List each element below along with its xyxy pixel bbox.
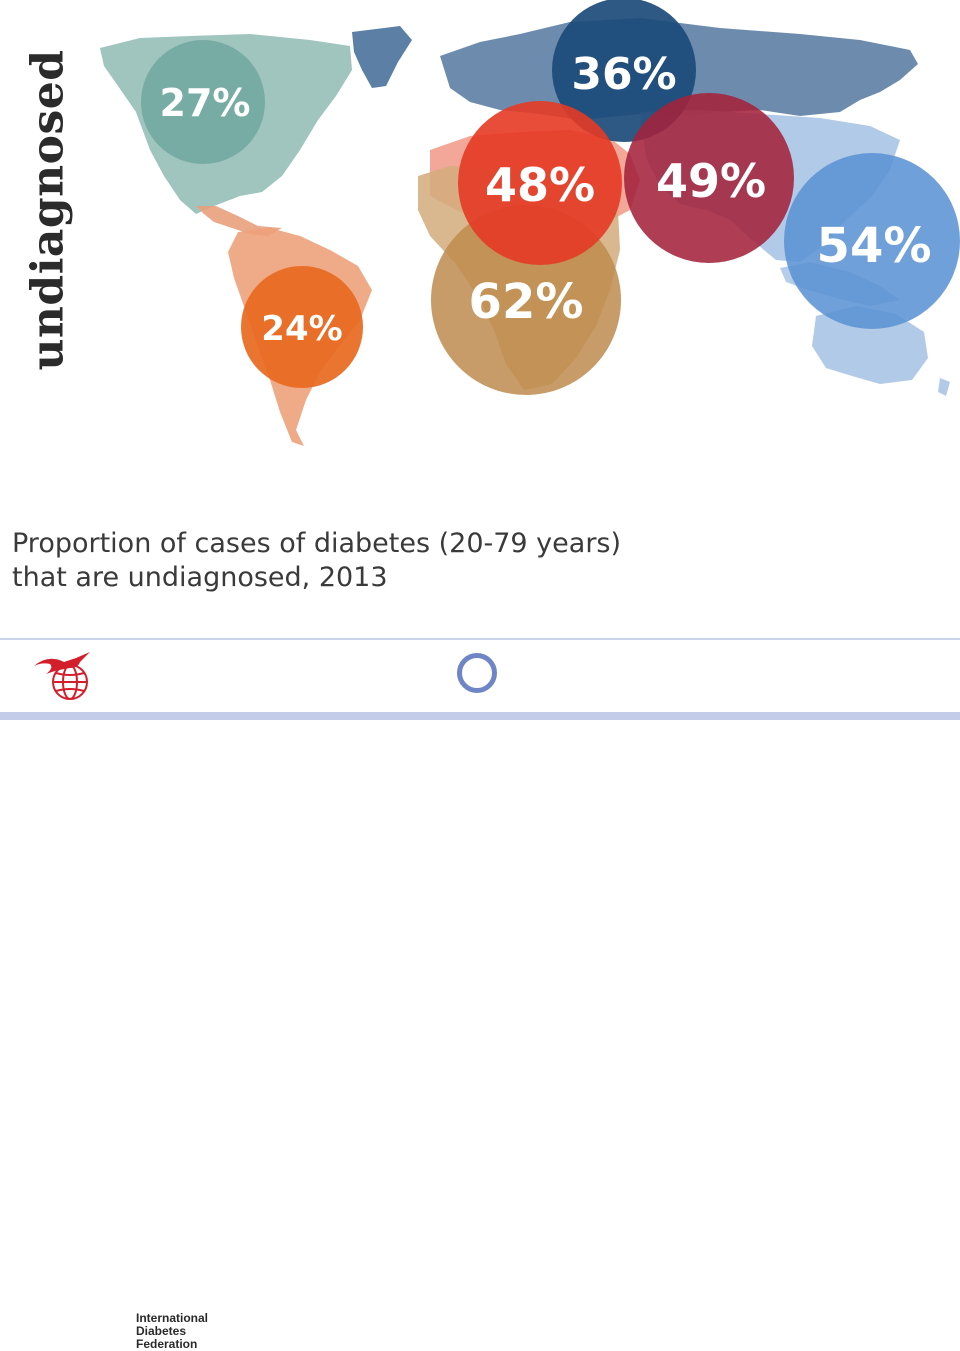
bubble-middle-east-north-africa <box>458 101 622 265</box>
label-western-pacific: 54% <box>817 218 932 274</box>
bubble-europe <box>552 0 696 142</box>
bubble-western-pacific <box>784 153 960 329</box>
label-north-america: 27% <box>160 81 251 125</box>
region-europe: 36% <box>552 0 696 142</box>
hummingbird-globe-icon <box>34 652 90 700</box>
bubble-south-america <box>241 266 363 388</box>
label-middle-east-north-africa: 48% <box>485 158 595 212</box>
label-south-america: 24% <box>261 309 342 349</box>
region-western-pacific: 54% <box>784 153 960 329</box>
landmass-australia <box>812 306 928 384</box>
idf-logo-text: International Diabetes Federation <box>136 1312 208 1351</box>
region-north-america: 27% <box>141 40 265 164</box>
idf-logo-line-1: International <box>136 1311 209 1325</box>
vertical-title: undiagnosed <box>22 49 74 371</box>
region-bubbles: 27% 24% 62% 36% 54% 49% <box>141 0 960 395</box>
idf-logo-line-3: Federation <box>136 1337 198 1351</box>
caption-line-1: Proportion of cases of diabetes (20-79 y… <box>12 528 622 559</box>
landmass-greenland <box>352 26 412 88</box>
idf-logo-line-2: Diabetes <box>136 1324 187 1338</box>
landmass-central-america <box>196 206 282 236</box>
region-south-america: 24% <box>241 266 363 388</box>
footer-bar <box>0 712 960 720</box>
bubble-north-america <box>141 40 265 164</box>
bubble-south-east-asia <box>624 93 794 263</box>
region-south-east-asia: 49% <box>624 93 794 263</box>
world-map: 27% 24% 62% 36% 54% 49% <box>100 0 960 446</box>
caption: Proportion of cases of diabetes (20-79 y… <box>12 527 621 595</box>
slide-nav-circle-button[interactable] <box>457 653 497 693</box>
label-south-east-asia: 49% <box>656 154 766 208</box>
footer-divider <box>0 638 960 640</box>
label-europe: 36% <box>571 49 676 100</box>
landmass-new-zealand <box>938 378 950 396</box>
caption-line-2: that are undiagnosed, 2013 <box>12 562 388 593</box>
idf-logo: International Diabetes Federation <box>30 648 208 1351</box>
label-africa: 62% <box>469 274 584 330</box>
region-middle-east-north-africa: 48% <box>458 101 622 265</box>
